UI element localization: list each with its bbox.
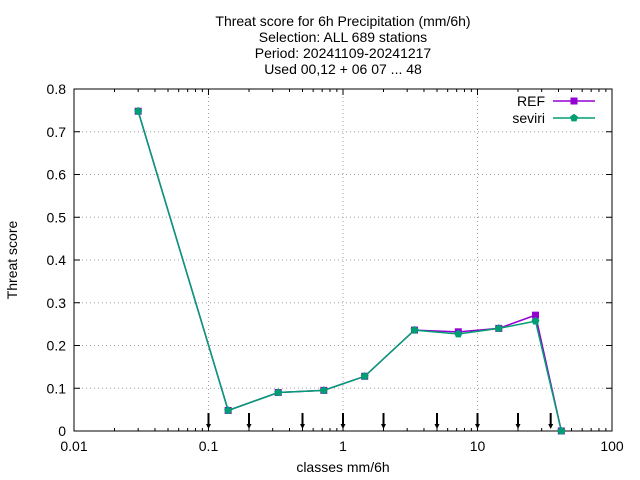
threshold-arrow-head — [434, 424, 440, 429]
x-tick-label: 100 — [600, 438, 624, 454]
y-axis-label: Threat score — [4, 220, 20, 299]
chart-title: Threat score for 6h Precipitation (mm/6h… — [215, 13, 470, 77]
title-line-3: Period: 20241109-20241217 — [255, 45, 432, 61]
data-point — [274, 388, 283, 396]
data-point — [454, 329, 463, 338]
legend-label: REF — [517, 93, 545, 109]
data-point — [531, 316, 540, 325]
data-point — [319, 386, 328, 394]
series-ref — [134, 107, 565, 435]
title-line-1: Threat score for 6h Precipitation (mm/6h… — [215, 13, 470, 29]
x-tick-label: 0.01 — [60, 438, 87, 454]
x-tick-label: 1 — [339, 438, 347, 454]
series-layer — [134, 107, 566, 435]
legend-swatch-marker — [570, 97, 578, 105]
y-tick-label: 0.3 — [47, 295, 67, 311]
y-tick-label: 0.7 — [47, 124, 67, 140]
legend-label: seviri — [512, 110, 545, 126]
series-seviri — [134, 107, 566, 435]
threshold-arrows — [206, 413, 554, 429]
title-line-4: Used 00,12 + 06 07 ... 48 — [264, 61, 422, 77]
data-point — [557, 426, 566, 435]
y-tick-label: 0.2 — [47, 338, 67, 354]
series-line — [137, 111, 563, 432]
x-tick-label: 10 — [470, 438, 486, 454]
data-point — [494, 324, 503, 332]
data-point — [532, 311, 540, 319]
title-line-2: Selection: ALL 689 stations — [259, 29, 427, 45]
axis-ticks: 0 0.1 0.2 0.3 0.4 0.5 0.6 0.7 0.8 0.01 0.1 1 10 100 — [47, 81, 624, 454]
x-tick-label: 0.1 — [199, 438, 219, 454]
data-point — [410, 325, 419, 334]
threshold-arrow-head — [300, 424, 306, 429]
grid — [74, 89, 612, 431]
threshold-arrow-head — [515, 424, 521, 429]
data-point — [360, 372, 369, 380]
threshold-arrow-head — [548, 424, 554, 429]
x-axis-label: classes mm/6h — [296, 459, 389, 475]
y-tick-label: 0.8 — [47, 81, 67, 97]
data-point — [224, 406, 233, 414]
y-tick-label: 0.4 — [47, 252, 67, 268]
data-point — [134, 107, 143, 115]
threshold-arrow-head — [246, 424, 252, 429]
threshold-arrow-head — [380, 424, 386, 429]
series-line — [137, 111, 563, 432]
legend-swatch-marker — [570, 113, 578, 122]
y-tick-label: 0.1 — [47, 380, 67, 396]
y-tick-label: 0 — [58, 423, 66, 439]
y-tick-label: 0.6 — [47, 167, 67, 183]
y-tick-label: 0.5 — [47, 209, 67, 225]
